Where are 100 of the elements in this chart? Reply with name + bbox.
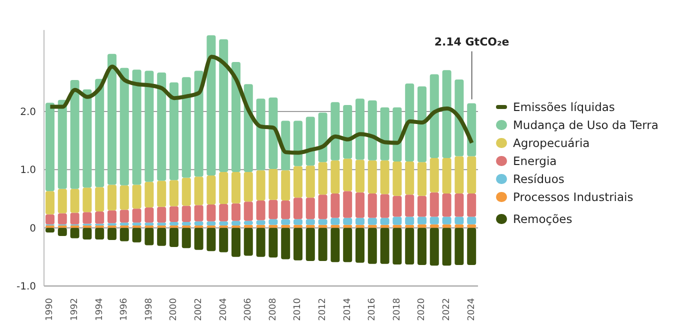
bar <box>70 212 80 224</box>
x-tick-label: 2018 <box>392 298 402 321</box>
bar <box>467 216 476 224</box>
bar <box>244 202 253 221</box>
bar <box>355 160 364 192</box>
bar <box>219 228 228 252</box>
bar <box>169 82 178 180</box>
x-tick-label: 1998 <box>144 298 154 321</box>
bar <box>82 228 92 240</box>
x-tick-label: 1994 <box>94 298 105 321</box>
bar <box>343 191 352 218</box>
bar <box>293 120 302 166</box>
bar <box>392 107 402 162</box>
x-tick-label: 1992 <box>70 298 80 321</box>
bar <box>392 161 402 196</box>
x-tick-label: 1996 <box>120 298 130 321</box>
bar <box>306 228 315 261</box>
bar <box>405 161 414 195</box>
bar <box>417 216 426 224</box>
bar <box>392 228 402 264</box>
bar <box>417 196 426 217</box>
bar <box>82 89 92 188</box>
bar <box>417 228 426 266</box>
bar <box>58 188 67 214</box>
bar <box>430 228 439 266</box>
bar <box>157 206 166 223</box>
legend-label: Mudança de Uso da Terra <box>513 118 658 132</box>
bar <box>454 79 464 156</box>
bar <box>144 207 154 223</box>
legend-label: Processos Industriais <box>513 190 634 204</box>
bar <box>256 98 266 170</box>
bar <box>244 228 253 256</box>
legend-label: Resíduos <box>513 172 564 186</box>
bar <box>454 216 464 224</box>
bar <box>355 192 364 218</box>
bar <box>442 228 452 266</box>
bar <box>132 208 142 223</box>
bar <box>95 228 104 240</box>
bar <box>144 70 154 182</box>
bar <box>368 228 377 264</box>
x-tick-label: 2006 <box>244 298 254 321</box>
bar <box>405 216 414 225</box>
x-tick-label: 2010 <box>293 298 304 321</box>
bar <box>120 228 129 242</box>
bar <box>194 70 204 177</box>
bar <box>417 162 426 196</box>
bar <box>256 228 266 257</box>
bar <box>467 103 476 156</box>
bar <box>144 182 154 208</box>
bar <box>293 198 302 220</box>
bar <box>442 158 452 194</box>
x-tick-label: 2016 <box>368 298 378 321</box>
bar <box>132 184 142 209</box>
bar <box>467 228 476 266</box>
bar <box>442 70 452 158</box>
bar <box>318 162 328 195</box>
bar <box>95 78 104 188</box>
bar <box>95 187 104 212</box>
bar <box>430 74 439 158</box>
bar <box>281 228 290 260</box>
x-tick-label: 1990 <box>45 298 56 321</box>
bar <box>343 105 352 159</box>
bar <box>58 100 67 189</box>
bar <box>45 214 54 224</box>
bar <box>169 206 178 222</box>
bar <box>231 228 240 257</box>
bar <box>132 228 142 242</box>
bar <box>454 156 464 194</box>
bar <box>281 170 290 200</box>
bar <box>442 193 452 217</box>
bar <box>45 191 54 214</box>
legend-label: Remoções <box>513 212 572 226</box>
bar <box>467 156 476 194</box>
bar <box>58 213 67 224</box>
bar <box>405 194 414 217</box>
bar <box>58 228 67 236</box>
bar <box>343 228 352 262</box>
bar <box>70 80 80 189</box>
bar <box>132 70 142 185</box>
bar <box>144 228 154 246</box>
bar <box>268 169 278 200</box>
x-tick-label: 2024 <box>466 298 477 321</box>
bar <box>45 102 54 192</box>
x-tick-label: 2008 <box>268 298 278 321</box>
bar <box>467 193 476 217</box>
bar <box>219 204 228 222</box>
legend-label: Emissões líquidas <box>513 100 615 114</box>
bar <box>219 172 228 204</box>
bar <box>368 100 377 160</box>
bar <box>330 160 340 194</box>
bar <box>430 216 439 224</box>
bar <box>330 228 340 262</box>
bar <box>95 212 104 224</box>
bar <box>120 210 129 223</box>
bar <box>368 193 377 218</box>
bar <box>306 198 315 220</box>
bar <box>206 35 216 176</box>
x-tick-label: 2012 <box>318 298 328 321</box>
bar <box>318 112 328 162</box>
y-tick-label: 0 <box>30 223 36 234</box>
